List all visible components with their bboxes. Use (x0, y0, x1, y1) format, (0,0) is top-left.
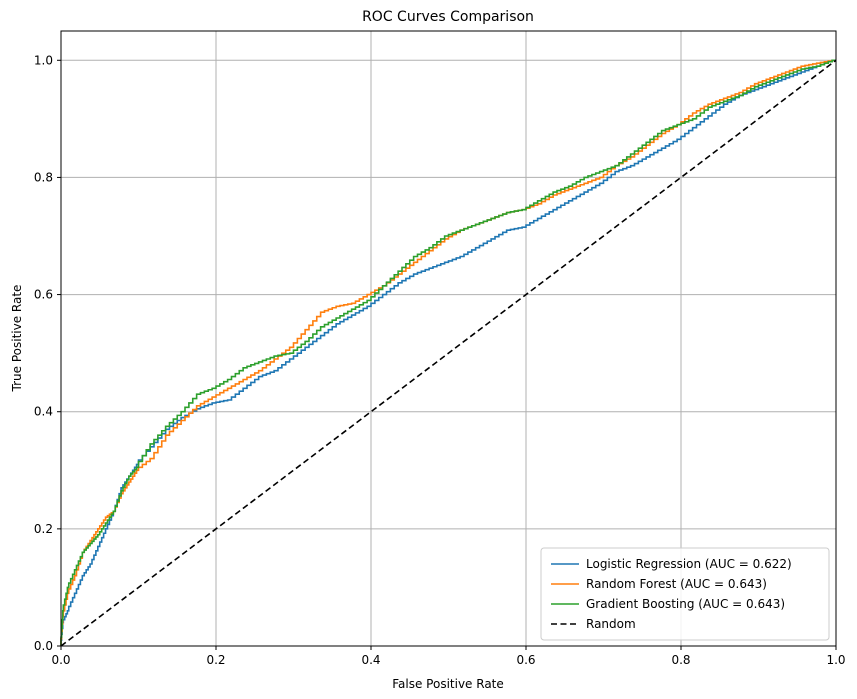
plot-frame (60, 30, 837, 647)
legend-label-1: Random Forest (AUC = 0.643) (586, 577, 767, 591)
y-tick-label: 0.4 (34, 405, 53, 419)
y-tick-label: 0.6 (34, 288, 53, 302)
legend-label-3: Random (586, 617, 636, 631)
x-tick-label: 0.0 (51, 653, 70, 667)
y-tick-label: 0.0 (34, 639, 53, 653)
legend-label-2: Gradient Boosting (AUC = 0.643) (586, 597, 785, 611)
y-tick-label: 0.2 (34, 522, 53, 536)
curves (60, 59, 837, 647)
series-line-2 (60, 59, 836, 646)
legend-label-0: Logistic Regression (AUC = 0.622) (586, 557, 792, 571)
y-tick-label: 0.8 (34, 170, 53, 184)
x-tick-label: 0.6 (516, 653, 535, 667)
series-line-1 (60, 59, 836, 646)
x-axis-label: False Positive Rate (392, 677, 504, 691)
y-axis-label: True Positive Rate (10, 285, 24, 393)
x-tick-label: 1.0 (826, 653, 845, 667)
y-tick-label: 1.0 (34, 53, 53, 67)
legend: Logistic Regression (AUC = 0.622) Random … (540, 547, 830, 641)
x-tick-label: 0.4 (361, 653, 380, 667)
ticks: 0.0 0.2 0.4 0.6 0.8 1.0 0.0 0.2 0.4 0.6 0.8 1.0 (34, 53, 846, 667)
chart-title: ROC Curves Comparison (362, 9, 534, 25)
x-tick-label: 0.8 (671, 653, 690, 667)
x-tick-label: 0.2 (206, 653, 225, 667)
series-line-3 (60, 59, 837, 647)
legend-box (540, 547, 830, 641)
